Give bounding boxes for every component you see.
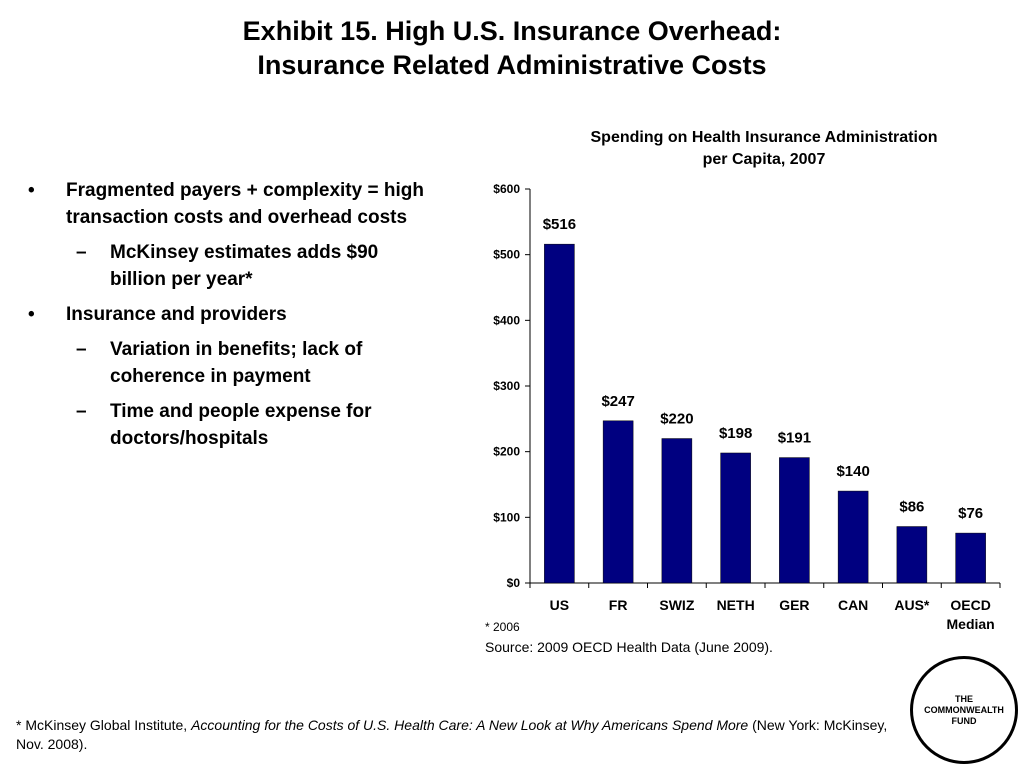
data-label: $198: [719, 425, 752, 442]
sub-bullet-marker: –: [76, 242, 87, 263]
footnote-title: Accounting for the Costs of U.S. Health …: [191, 717, 749, 733]
y-tick-label: $200: [493, 445, 520, 459]
bullet-item: • Insurance and providers: [28, 301, 458, 328]
footnote-prefix: * McKinsey Global Institute,: [16, 717, 192, 733]
category-label: GER: [779, 597, 809, 613]
category-label: CAN: [838, 597, 868, 613]
y-tick-label: $0: [507, 576, 521, 590]
sub-bullet-item: – Variation in benefits; lack of coheren…: [76, 336, 458, 390]
data-label: $140: [836, 463, 869, 480]
source-note: Source: 2009 OECD Health Data (June 2009…: [485, 639, 773, 655]
bar: [896, 526, 928, 584]
bullet-list: • Fragmented payers + complexity = high …: [28, 177, 458, 460]
bullet-marker: •: [28, 304, 35, 325]
bullet-item: • Fragmented payers + complexity = high …: [28, 177, 458, 231]
category-label: NETH: [717, 597, 755, 613]
sub-bullet-marker: –: [76, 401, 87, 422]
bar: [720, 452, 751, 584]
data-label: $516: [543, 216, 576, 233]
chart-title-line1: Spending on Health Insurance Administrat…: [590, 129, 938, 146]
bar: [779, 457, 810, 584]
chart-title-line2: per Capita, 2007: [702, 151, 826, 168]
bullet-marker: •: [28, 180, 35, 201]
footnote: * McKinsey Global Institute, Accounting …: [16, 716, 896, 754]
bar: [544, 243, 575, 584]
logo-line3: FUND: [951, 715, 977, 726]
data-label: $220: [660, 411, 693, 428]
bar: [955, 532, 986, 584]
category-label: US: [550, 597, 569, 613]
y-tick-label: $300: [493, 379, 520, 393]
data-label: $191: [778, 430, 811, 447]
y-tick-label: $500: [493, 248, 520, 262]
sub-bullet-item: – Time and people expense for doctors/ho…: [76, 398, 458, 452]
bullet-text: Insurance and providers: [66, 304, 287, 325]
y-tick-label: $600: [493, 182, 520, 196]
asterisk-note: * 2006: [485, 620, 520, 634]
bullet-text: Fragmented payers + complexity = high tr…: [66, 180, 424, 228]
slide-title-line2: Insurance Related Administrative Costs: [257, 50, 767, 80]
category-label: SWIZ: [659, 597, 694, 613]
category-label: FR: [609, 597, 628, 613]
logo-line2: COMMONWEALTH: [924, 704, 1004, 715]
category-label: OECD: [950, 597, 990, 613]
commonwealth-fund-logo: THE COMMONWEALTH FUND: [910, 656, 1018, 764]
sub-bullet-text: McKinsey estimates adds $90 billion per …: [110, 242, 379, 290]
bar: [661, 438, 693, 584]
bar: [837, 490, 869, 584]
sub-bullet-text: Variation in benefits; lack of coherence…: [110, 339, 363, 387]
y-tick-label: $100: [493, 510, 520, 524]
data-label: $76: [958, 505, 983, 522]
sub-bullet-text: Time and people expense for doctors/hosp…: [110, 401, 372, 449]
chart-title: Spending on Health Insurance Administrat…: [500, 127, 1024, 171]
footnote-suffix: (New York: McKinsey, Nov. 2008).: [16, 717, 888, 752]
bar: [602, 420, 634, 584]
slide-title-line1: Exhibit 15. High U.S. Insurance Overhead…: [242, 16, 782, 46]
data-label: $247: [601, 393, 634, 410]
y-tick-label: $400: [493, 313, 520, 327]
slide-title: Exhibit 15. High U.S. Insurance Overhead…: [0, 14, 1024, 82]
category-label: AUS*: [894, 597, 930, 613]
logo-line1: THE: [954, 693, 973, 704]
sub-bullet-marker: –: [76, 339, 87, 360]
data-label: $86: [899, 499, 924, 516]
sub-bullet-item: – McKinsey estimates adds $90 billion pe…: [76, 239, 458, 293]
category-label: Median: [947, 616, 995, 632]
